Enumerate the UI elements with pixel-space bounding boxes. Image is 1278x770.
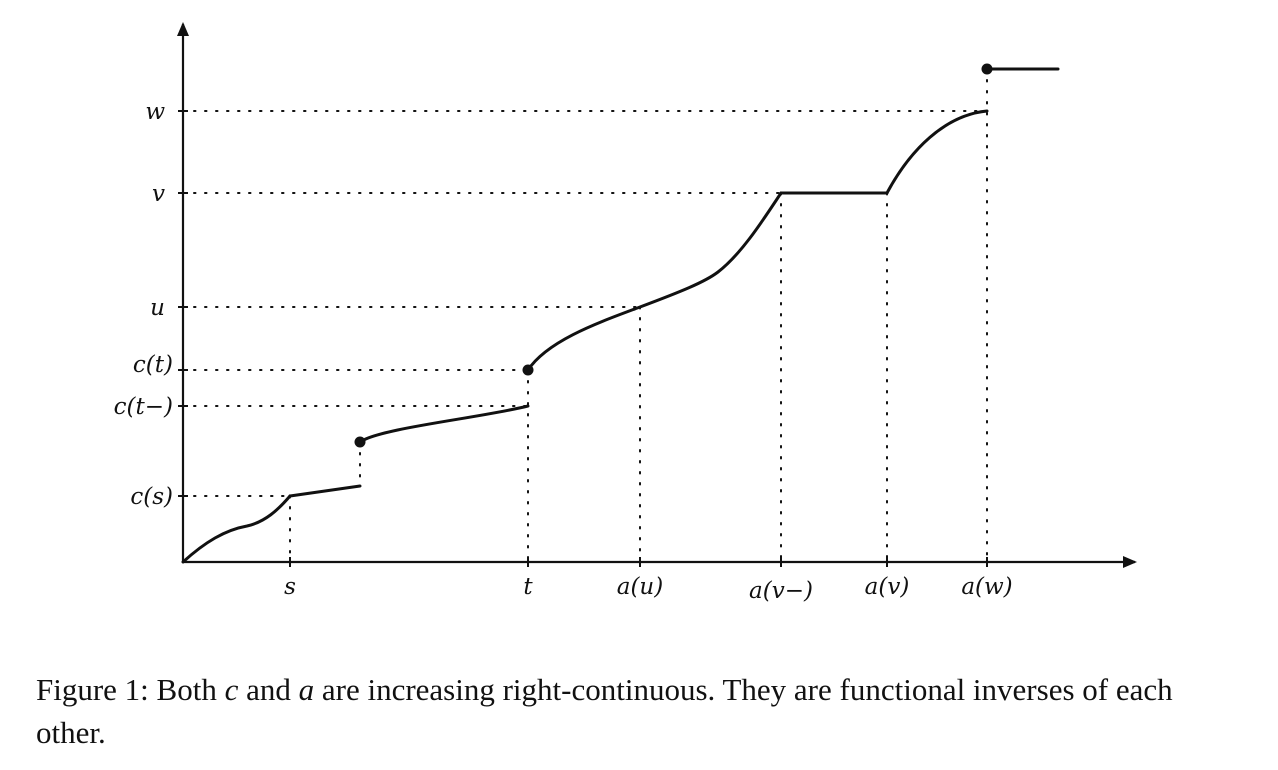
jump-dot-w: [981, 63, 993, 75]
curve-piece-2: [288, 484, 362, 498]
xlabel-au: a(u): [617, 574, 663, 600]
curve-piece-5: [885, 109, 989, 195]
xlabel-t: t: [523, 574, 533, 600]
ylabel-ctm: c(t−): [114, 394, 173, 420]
caption-var-a: a: [298, 672, 315, 707]
ylabel-ct: c(t): [133, 352, 173, 378]
ylabel-u: u: [150, 295, 165, 321]
xlabel-av: a(v): [865, 574, 910, 600]
caption-var-c: c: [224, 672, 239, 707]
ylabel-w: w: [145, 99, 165, 125]
curve-piece-3: [358, 404, 530, 444]
jump-dot-t: [522, 364, 534, 376]
jump-dot-1: [354, 436, 366, 448]
caption-rest: are increasing right-continuous. They ar…: [36, 672, 1173, 750]
curve-piece-4: [526, 191, 783, 372]
function-diagram: w v u c(t) c(t−) c(s) s t a(u) a(v−) a(v…: [114, 22, 1137, 604]
xlabel-s: s: [284, 574, 296, 600]
figure-caption: Figure 1: Both c and a are increasing ri…: [36, 668, 1236, 754]
ylabel-cs: c(s): [130, 484, 173, 510]
xlabel-avm: a(v−): [749, 578, 813, 604]
curve-piece-1: [181, 494, 292, 564]
caption-prefix: Figure 1: Both: [36, 672, 225, 707]
caption-and: and: [238, 672, 299, 707]
ylabel-v: v: [152, 181, 165, 207]
xlabel-aw: a(w): [961, 574, 1012, 600]
